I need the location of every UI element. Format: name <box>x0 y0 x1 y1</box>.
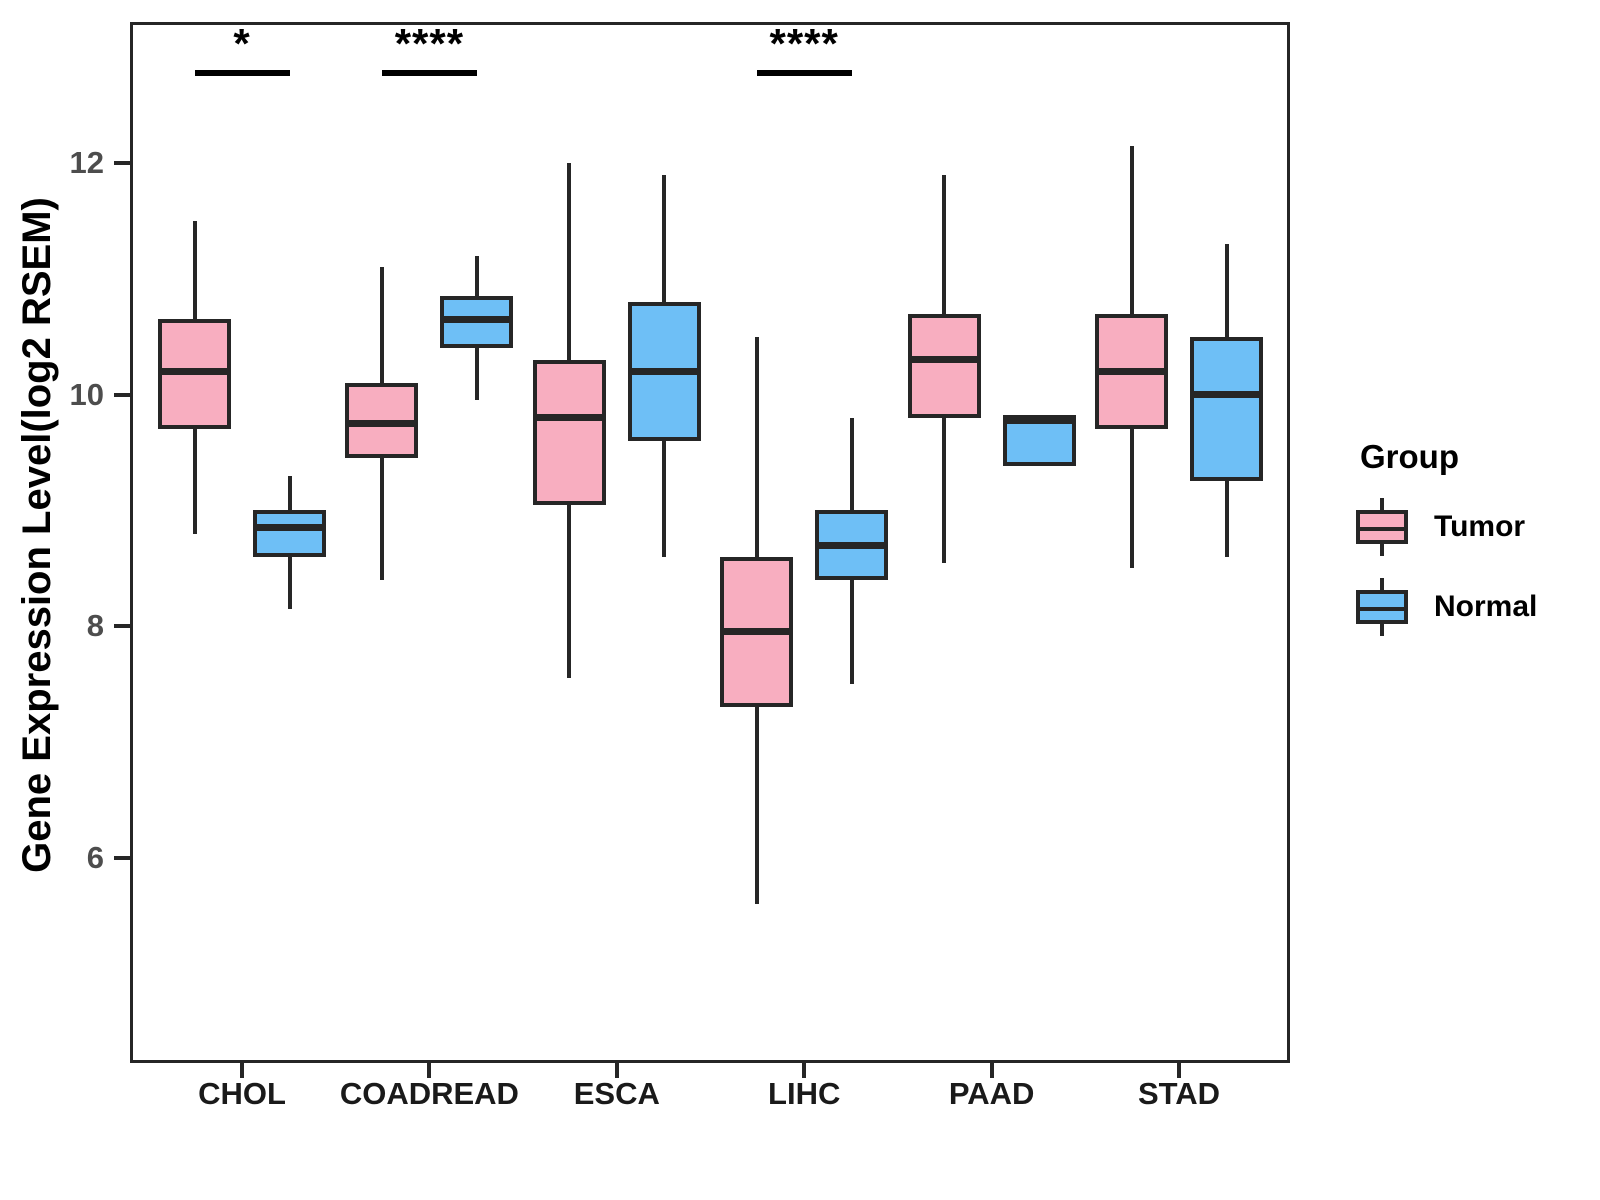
box-normal-PAAD <box>1002 415 1076 467</box>
y-axis-tick <box>114 624 130 629</box>
significance-bar-LIHC <box>756 70 852 76</box>
x-axis-label: LIHC <box>768 1076 841 1111</box>
y-axis-tick <box>114 855 130 860</box>
median-normal-ESCA <box>627 367 701 375</box>
legend-entry-normal: Normal <box>1356 578 1537 636</box>
legend-label-normal: Normal <box>1434 590 1538 623</box>
significance-stars-CHOL: * <box>233 20 251 67</box>
median-normal-STAD <box>1190 391 1263 399</box>
box-tumor-PAAD <box>907 313 981 418</box>
y-tick-label: 10 <box>69 376 104 412</box>
box-normal-CHOL <box>253 510 326 557</box>
y-tick-label: 12 <box>69 145 104 180</box>
median-tumor-PAAD <box>907 356 981 364</box>
legend-title: Group <box>1360 438 1459 475</box>
key-box <box>1356 510 1408 544</box>
legend-label-tumor: Tumor <box>1434 510 1526 543</box>
x-axis-label: STAD <box>1137 1076 1221 1111</box>
legend-entry-tumor: Tumor <box>1356 498 1537 556</box>
significance-bar-CHOL <box>194 70 290 76</box>
x-axis-tick <box>802 1063 807 1078</box>
significance-bar-COADREAD <box>381 70 477 76</box>
y-tick-label: 8 <box>86 608 104 644</box>
x-axis-label: COADREAD <box>339 1076 519 1111</box>
key-median-line <box>1360 527 1404 531</box>
median-normal-PAAD <box>1002 416 1076 424</box>
normal-boxplot-key-icon <box>1356 578 1408 636</box>
median-normal-COADREAD <box>440 315 514 323</box>
median-tumor-STAD <box>1095 367 1168 375</box>
median-tumor-LIHC <box>720 628 794 636</box>
legend: Group Tumor Normal <box>1356 438 1537 636</box>
y-tick-label: 6 <box>86 839 104 875</box>
x-axis-label: PAAD <box>948 1076 1035 1111</box>
x-axis-tick <box>427 1063 432 1078</box>
x-axis-label: ESCA <box>573 1076 660 1111</box>
x-axis-tick <box>1177 1063 1181 1078</box>
tumor-boxplot-key-icon <box>1356 498 1408 556</box>
x-axis-label: CHOL <box>198 1076 286 1111</box>
box-tumor-ESCA <box>532 359 606 505</box>
significance-stars-LIHC: **** <box>769 20 839 67</box>
significance-stars-COADREAD: **** <box>394 20 465 67</box>
key-median-line <box>1360 607 1404 611</box>
x-axis-tick <box>614 1063 619 1078</box>
y-axis-tick <box>114 392 130 397</box>
x-axis-tick <box>240 1063 244 1078</box>
median-tumor-ESCA <box>532 414 606 422</box>
box-normal-STAD <box>1190 336 1263 482</box>
median-normal-LIHC <box>815 541 889 549</box>
x-axis-tick <box>989 1063 994 1078</box>
median-tumor-COADREAD <box>345 420 419 428</box>
key-box <box>1356 590 1408 624</box>
y-axis-tick <box>114 161 130 165</box>
median-normal-CHOL <box>253 524 326 532</box>
median-tumor-CHOL <box>158 367 231 375</box>
